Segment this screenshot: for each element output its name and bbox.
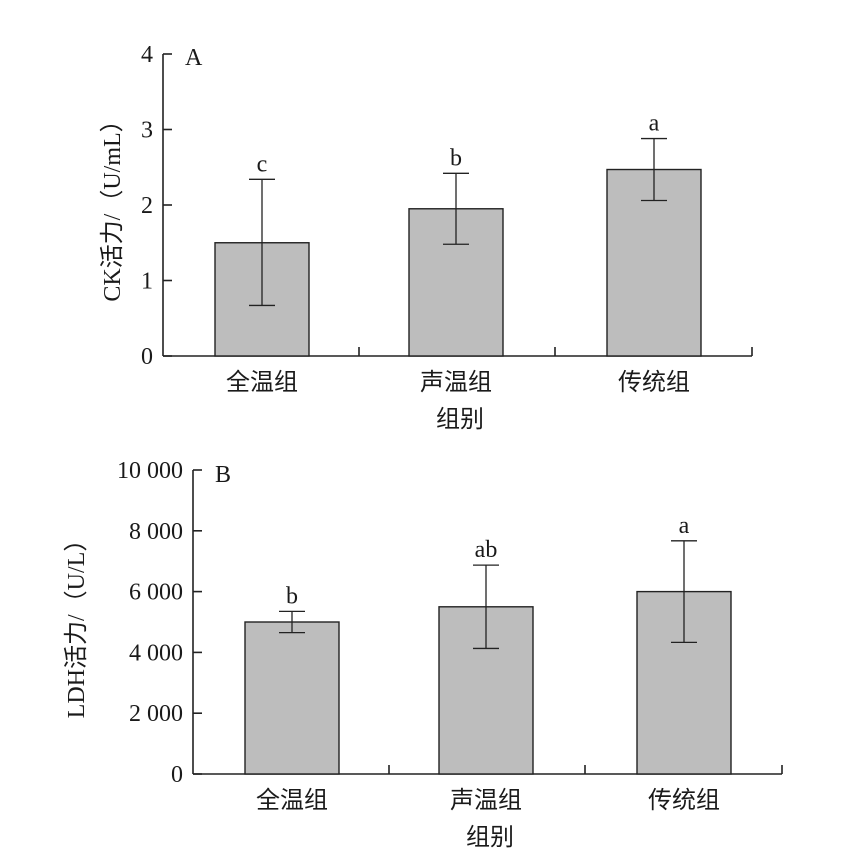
panel-label-b: B (215, 462, 231, 488)
y-tick-label-a: 4 (141, 42, 153, 68)
significance-label-b: ab (475, 537, 498, 563)
category-label-a: 传统组 (618, 369, 690, 396)
x-axis-label-a: 组别 (436, 406, 484, 433)
chart-panel-a: A CK活力/（U/mL） 组别 0 1 2 3 4 c 全温组 b 声温组 a 传统组 (99, 42, 753, 433)
significance-label-a: b (450, 145, 462, 171)
y-tick-label-b: 0 (171, 762, 183, 788)
significance-label-a: a (649, 111, 660, 137)
y-tick-label-b: 4 000 (129, 640, 183, 666)
y-tick-label-a: 1 (141, 269, 153, 295)
bar-b (244, 621, 340, 775)
significance-label-b: b (286, 583, 298, 609)
y-tick-label-a: 2 (141, 193, 153, 219)
x-axis-label-b: 组别 (466, 824, 514, 851)
bar-a (606, 168, 702, 357)
y-tick-label-a: 3 (141, 118, 153, 144)
y-tick-label-a: 0 (141, 344, 153, 370)
y-tick-label-b: 2 000 (129, 701, 183, 727)
significance-label-b: a (679, 513, 690, 539)
category-label-b: 全温组 (256, 787, 328, 814)
y-tick-label-b: 8 000 (129, 519, 183, 545)
y-axis-label-a: CK活力/（U/mL） (99, 108, 126, 301)
category-label-b: 声温组 (450, 787, 522, 814)
category-label-a: 声温组 (420, 369, 492, 396)
panel-label-a: A (185, 45, 203, 71)
category-label-a: 全温组 (226, 369, 298, 396)
chart-panel-b: B LDH活力/（U/L） 组别 0 2 000 4 000 6 000 8 000 10… (63, 458, 783, 851)
category-label-b: 传统组 (648, 787, 720, 814)
y-tick-label-b: 10 000 (117, 458, 183, 484)
y-axis-label-b: LDH活力/（U/L） (63, 528, 90, 719)
y-tick-label-b: 6 000 (129, 580, 183, 606)
significance-label-a: c (257, 151, 268, 177)
